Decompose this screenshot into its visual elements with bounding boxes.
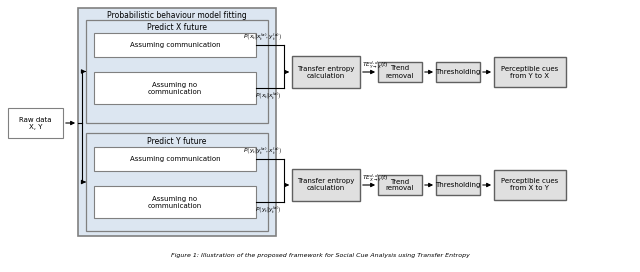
- Text: Figure 1: Illustration of the proposed framework for Social Cue Analysis using T: Figure 1: Illustration of the proposed f…: [171, 254, 469, 258]
- Text: $P\left(x_t|x_t^{(a)}, y_t^{(a)}\right)$: $P\left(x_t|x_t^{(a)}, y_t^{(a)}\right)$: [243, 32, 282, 43]
- Text: Predict Y future: Predict Y future: [147, 137, 207, 146]
- Text: $P\left(y_t|y_t^{(a)}, x_t^{(a)}\right)$: $P\left(y_t|y_t^{(a)}, x_t^{(a)}\right)$: [243, 146, 282, 157]
- Bar: [378, 175, 422, 195]
- Bar: [8, 108, 63, 138]
- Bar: [94, 147, 256, 171]
- Text: Probabilistic behaviour model fitting: Probabilistic behaviour model fitting: [107, 11, 247, 20]
- Text: Assuming communication: Assuming communication: [130, 156, 220, 162]
- Bar: [292, 56, 360, 88]
- Text: Perceptible cues
from X to Y: Perceptible cues from X to Y: [501, 178, 559, 191]
- Text: Assuming no
communication: Assuming no communication: [148, 196, 202, 209]
- Bar: [78, 8, 276, 236]
- Bar: [378, 62, 422, 82]
- Text: $TE_{X\rightarrow Y}^{d,d}(t)$: $TE_{X\rightarrow Y}^{d,d}(t)$: [362, 172, 388, 184]
- Text: Perceptible cues
from Y to X: Perceptible cues from Y to X: [501, 66, 559, 79]
- Text: Trend
removal: Trend removal: [386, 178, 414, 191]
- Text: $P\left(y_t|y_t^{(a)}\right)$: $P\left(y_t|y_t^{(a)}\right)$: [255, 204, 282, 215]
- Bar: [86, 133, 268, 231]
- Text: Trend
removal: Trend removal: [386, 66, 414, 79]
- Bar: [494, 170, 566, 200]
- Bar: [494, 57, 566, 87]
- Bar: [94, 186, 256, 218]
- Bar: [94, 33, 256, 57]
- Text: Assuming communication: Assuming communication: [130, 42, 220, 48]
- Text: Assuming no
communication: Assuming no communication: [148, 82, 202, 94]
- Text: Thresholding: Thresholding: [435, 69, 481, 75]
- Bar: [292, 169, 360, 201]
- Text: Transfer entropy
calculation: Transfer entropy calculation: [298, 66, 355, 79]
- Bar: [94, 72, 256, 104]
- Text: Thresholding: Thresholding: [435, 182, 481, 188]
- Text: Raw data
X, Y: Raw data X, Y: [19, 116, 52, 129]
- Text: Predict X future: Predict X future: [147, 23, 207, 32]
- Text: $TE_{Y\rightarrow X}^{d,d}(t)$: $TE_{Y\rightarrow X}^{d,d}(t)$: [362, 60, 388, 71]
- Bar: [436, 175, 480, 195]
- Bar: [436, 62, 480, 82]
- Text: $P\left(x_t|x_t^{(a)}\right)$: $P\left(x_t|x_t^{(a)}\right)$: [255, 90, 282, 101]
- Text: Transfer entropy
calculation: Transfer entropy calculation: [298, 178, 355, 191]
- Bar: [86, 20, 268, 123]
